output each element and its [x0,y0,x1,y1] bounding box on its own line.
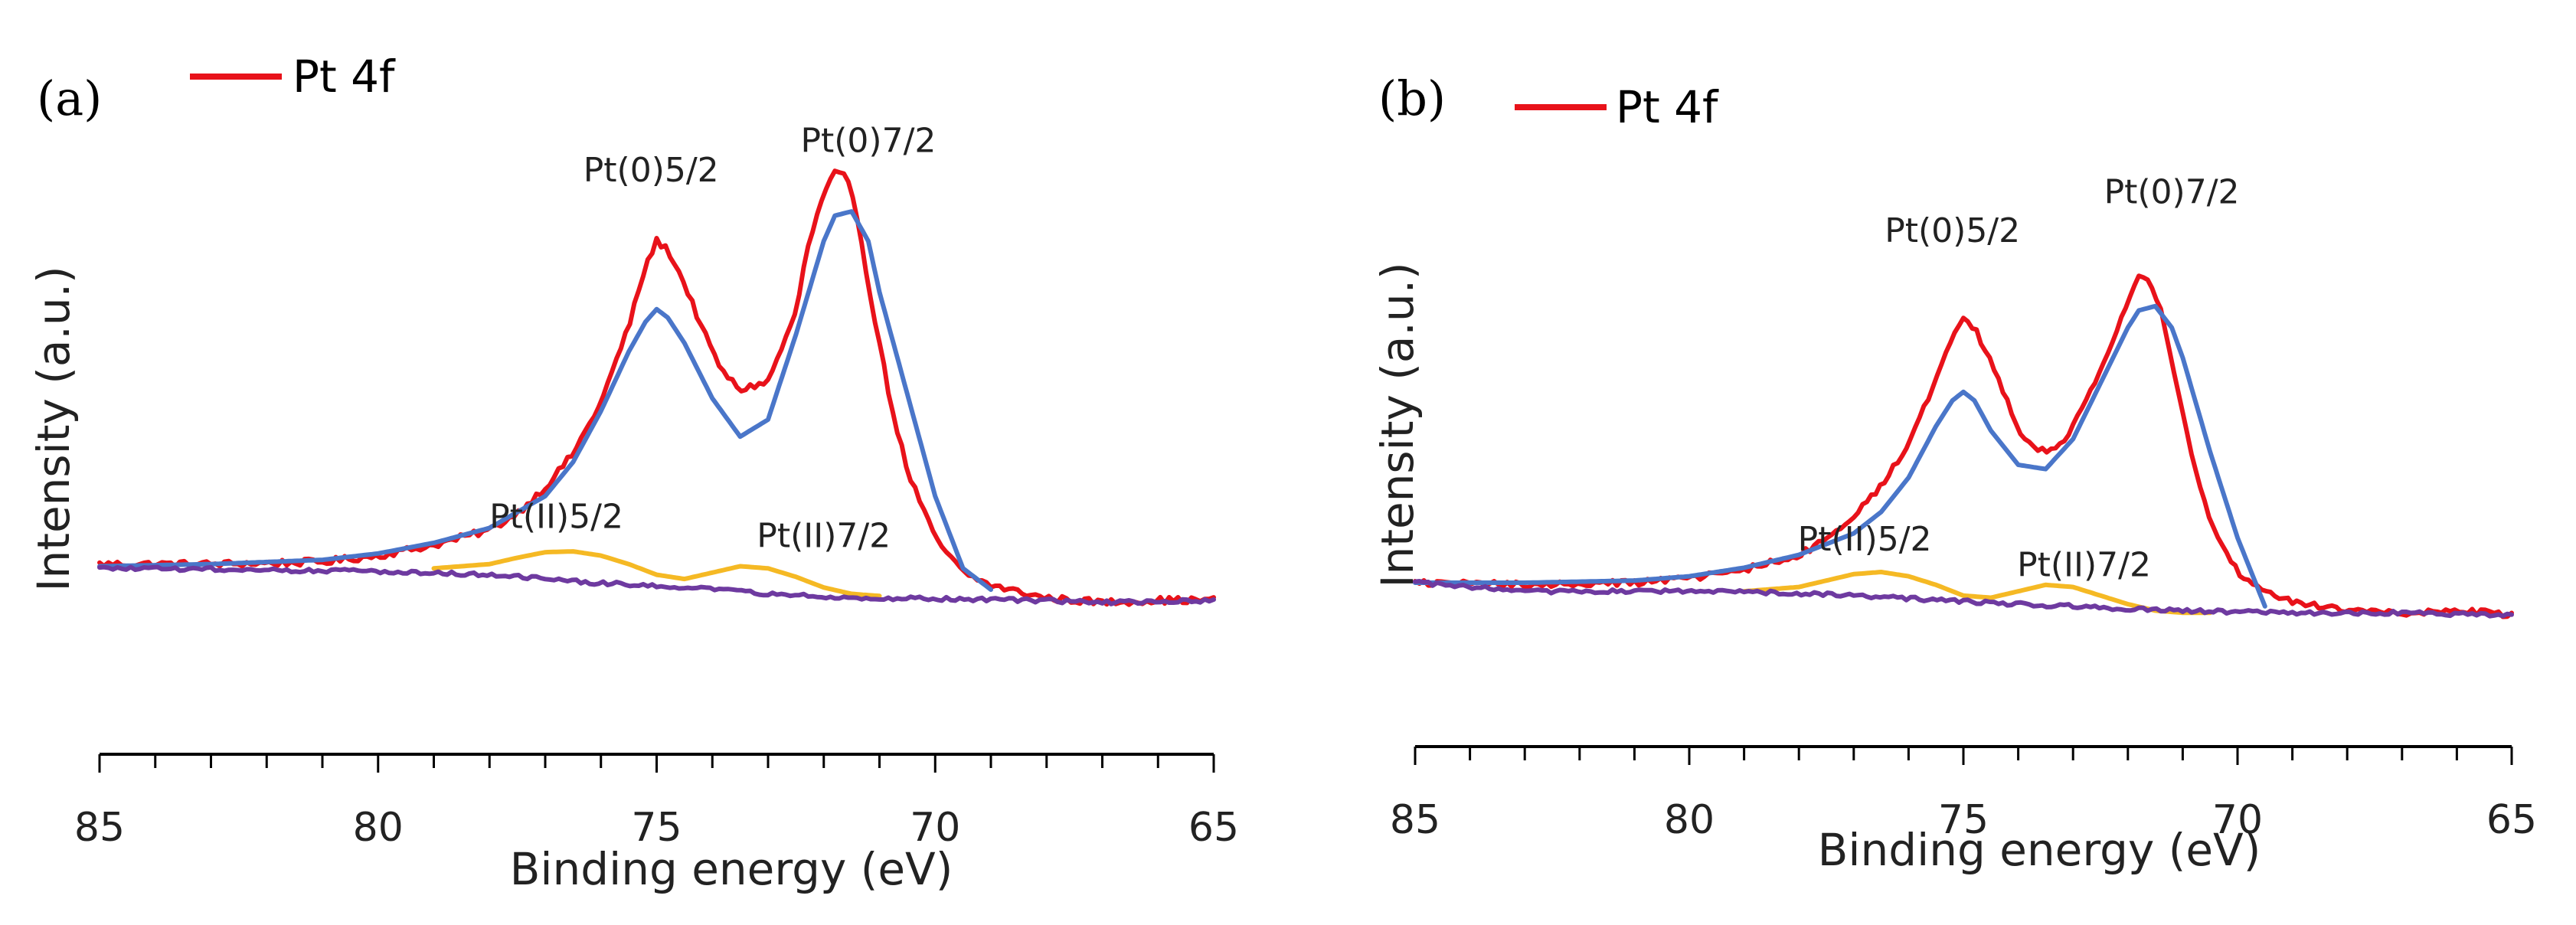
panel-b-label: (b) [1378,70,1446,126]
peak-annotation: Pt(II)7/2 [2017,546,2151,585]
peak-annotation: Pt(II)5/2 [1798,520,1932,559]
x-tick-label: 65 [2486,797,2537,843]
panel-b-annotations: Pt(0)5/2 Pt(0)7/2 Pt(II)5/2 Pt(II)7/2 [1798,172,2240,584]
peak-annotation: Pt(0)5/2 [584,151,719,190]
series-pt-4f [1413,273,2514,619]
x-tick-label: 65 [1188,805,1239,851]
panel-b-series [1413,273,2514,619]
peak-annotation: Pt(0)7/2 [2104,172,2240,211]
panel-a-label: (a) [37,70,102,126]
x-tick-label: 80 [1664,797,1715,843]
x-tick-label: 85 [74,805,125,851]
x-tick-label: 75 [1938,797,1989,843]
series-background [1413,579,2514,619]
x-tick-label: 75 [631,805,682,851]
series-background [97,564,1216,606]
panel-a-x-axis-label: Binding energy (eV) [510,843,953,895]
panel-b-chart: (b) Pt 4f Intensity (a.u.) Binding energ… [1371,70,2537,876]
panel-a-x-ticks: 85 80 75 70 65 [74,754,1239,851]
panel-b-legend-text: Pt 4f [1616,81,1719,133]
series-pt-0-fit [97,209,993,592]
panel-a-chart: (a) Pt 4f Intensity (a.u.) Binding energ… [28,51,1239,895]
panel-a-annotations: Pt(0)5/2 Pt(0)7/2 Pt(II)5/2 Pt(II)7/2 [489,121,936,555]
peak-annotation: Pt(0)5/2 [1885,211,2020,250]
series-pt-ii-fit [431,549,882,599]
x-tick-label: 70 [910,805,960,851]
peak-annotation: Pt(II)5/2 [489,498,623,537]
peak-annotation: Pt(II)7/2 [757,517,891,556]
series-pt-0-fit [1413,303,2267,609]
panel-a-series [97,168,1216,607]
peak-annotation: Pt(0)7/2 [800,121,936,160]
x-tick-label: 85 [1390,797,1440,843]
panel-a-y-axis-label: Intensity (a.u.) [28,266,80,591]
series-pt-ii-fit [1741,570,2213,616]
x-tick-label: 80 [353,805,404,851]
x-tick-label: 70 [2212,797,2263,843]
panel-b-x-ticks: 85 80 75 70 65 [1390,747,2537,843]
panel-b-x-axis-label: Binding energy (eV) [1818,824,2261,876]
panel-a-legend-text: Pt 4f [293,51,396,103]
panel-b-y-axis-label: Intensity (a.u.) [1371,262,1424,587]
series-pt-4f [97,168,1216,607]
